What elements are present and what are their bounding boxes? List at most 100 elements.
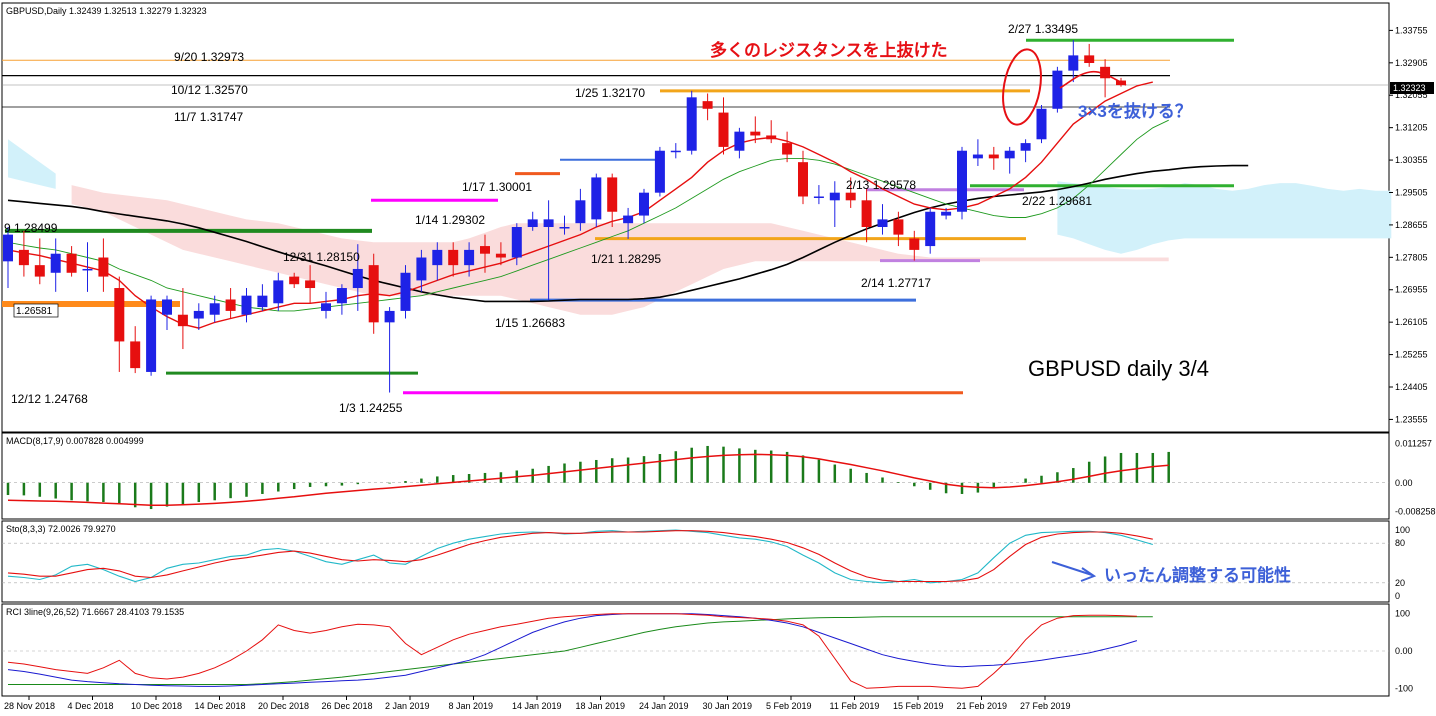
candle-body xyxy=(257,295,268,308)
candle-body xyxy=(957,150,967,212)
rci-axis-100: 100 xyxy=(1395,609,1410,619)
label-1-17: 1/17 1.30001 xyxy=(462,180,532,194)
x-tick-label: 2 Jan 2019 xyxy=(385,701,430,711)
breakout-circle xyxy=(1002,48,1042,126)
macd-layer: 0.011257 0.00 -0.008258 xyxy=(2,438,1436,517)
candle-body xyxy=(384,310,395,323)
candle-body xyxy=(941,211,952,216)
ma-black xyxy=(7,164,1249,303)
candle-body xyxy=(1036,108,1047,140)
main-title: GBPUSD,Daily 1.32439 1.32513 1.32279 1.3… xyxy=(6,6,207,16)
candle-body xyxy=(527,219,538,228)
candle-body xyxy=(909,238,920,250)
label-10-12: 10/12 1.32570 xyxy=(171,83,248,97)
candle-body xyxy=(352,268,363,289)
rci-mid-line xyxy=(7,613,1138,687)
label-12-31: 12/31 1.28150 xyxy=(283,250,360,264)
rci-panel-frame xyxy=(1,603,1390,697)
candle-body xyxy=(925,211,936,247)
price-axis-label: 1.32055 xyxy=(1395,90,1428,100)
candle-body xyxy=(321,303,331,311)
adjust-note: いったん調整する可能性 xyxy=(1104,565,1291,585)
candle-body xyxy=(448,249,459,266)
rci-axis-neg100: -100 xyxy=(1395,683,1413,693)
candle-body xyxy=(336,288,347,304)
sto-axis-0: 0 xyxy=(1395,591,1400,601)
x-tick-label: 18 Jan 2019 xyxy=(576,701,626,711)
label-9: 9 1.28499 xyxy=(4,221,58,235)
price-axis-label: 1.23555 xyxy=(1395,414,1428,424)
candle-body xyxy=(368,265,379,323)
rci-title: RCI 3line(9,26,52) 71.6667 28.4103 79.15… xyxy=(6,607,184,617)
candle-body xyxy=(829,192,840,201)
sto-axis-80: 80 xyxy=(1395,538,1405,548)
x-tick-label: 28 Nov 2018 xyxy=(4,701,55,711)
x-tick-label: 15 Feb 2019 xyxy=(893,701,944,711)
label-11-7: 11/7 1.31747 xyxy=(174,110,244,124)
candle-body xyxy=(114,288,125,342)
ma-green xyxy=(7,119,1169,312)
label-1-25: 1/25 1.32170 xyxy=(575,86,645,100)
candle-body xyxy=(893,219,904,235)
candle-body xyxy=(1004,150,1015,159)
x-tick-label: 14 Dec 2018 xyxy=(195,701,246,711)
rci-layer: 100 0.00 -100 xyxy=(2,609,1413,693)
x-tick-label: 21 Feb 2019 xyxy=(957,701,1008,711)
price-level-labels: 9/20 1.32973 10/12 1.32570 11/7 1.31747 … xyxy=(4,22,1092,415)
arrow-icon xyxy=(1051,561,1097,582)
price-axis-label: 1.28655 xyxy=(1395,220,1428,230)
candle-body xyxy=(1068,55,1079,71)
candle-body xyxy=(416,257,427,281)
x-tick-label: 11 Feb 2019 xyxy=(830,701,880,711)
current-price-label: 1.32323 xyxy=(1393,83,1426,93)
price-axis-label: 1.25255 xyxy=(1395,350,1428,360)
x-tick-label: 30 Jan 2019 xyxy=(703,701,753,711)
candle-body xyxy=(877,219,888,228)
x-tick-label: 26 Dec 2018 xyxy=(322,701,373,711)
candle-body xyxy=(607,177,618,212)
price-axis-label: 1.30355 xyxy=(1395,155,1428,165)
rci-slow-line xyxy=(8,616,1153,685)
candle-body xyxy=(209,303,220,315)
resistance-note: 多くのレジスタンスを上抜けた xyxy=(710,40,948,60)
candle-body xyxy=(289,276,300,285)
candle-body xyxy=(670,150,681,153)
price-axis-label: 1.33755 xyxy=(1395,25,1428,35)
candle-body xyxy=(18,249,29,266)
label-9-20: 9/20 1.32973 xyxy=(174,50,244,64)
kumo-left xyxy=(8,139,56,189)
candle-body xyxy=(241,295,252,315)
x-tick-label: 10 Dec 2018 xyxy=(131,701,182,711)
watermark: GBPUSD daily 3/4 xyxy=(1028,356,1209,381)
main-layer: 1.33755 1.32905 1.32055 1.31205 1.30355 1.295… xyxy=(2,25,1428,424)
candle-body xyxy=(702,101,713,109)
candle-body xyxy=(177,314,188,327)
x-tick-label: 14 Jan 2019 xyxy=(512,701,562,711)
candle-body xyxy=(639,192,649,216)
candle-body xyxy=(654,150,665,193)
candle-body xyxy=(225,299,236,311)
rci-fast-line xyxy=(7,613,1137,689)
level-box xyxy=(13,303,59,318)
label-2-13: 2/13 1.29578 xyxy=(846,178,916,192)
x-tick-label: 5 Feb 2019 xyxy=(766,701,812,711)
candle-body xyxy=(305,280,316,289)
candle-body xyxy=(464,249,475,266)
price-axis-label: 1.27805 xyxy=(1395,252,1428,262)
label-1-21: 1/21 1.28295 xyxy=(591,252,661,266)
x-tick-label: 27 Feb 2019 xyxy=(1020,701,1071,711)
candle-body xyxy=(623,215,634,224)
candle-body xyxy=(432,249,443,266)
candle-body xyxy=(845,192,856,201)
sto-layer: 100 80 20 0 xyxy=(2,525,1410,601)
candle-body xyxy=(782,143,793,155)
label-2-14: 2/14 1.27717 xyxy=(861,276,931,290)
price-axis-label: 1.29505 xyxy=(1395,187,1428,197)
candle-body xyxy=(82,268,93,271)
label-2-27: 2/27 1.33495 xyxy=(1008,22,1078,36)
label-12-12: 12/12 1.24768 xyxy=(11,392,88,406)
candle-body xyxy=(861,200,872,228)
candle-body xyxy=(193,310,204,319)
